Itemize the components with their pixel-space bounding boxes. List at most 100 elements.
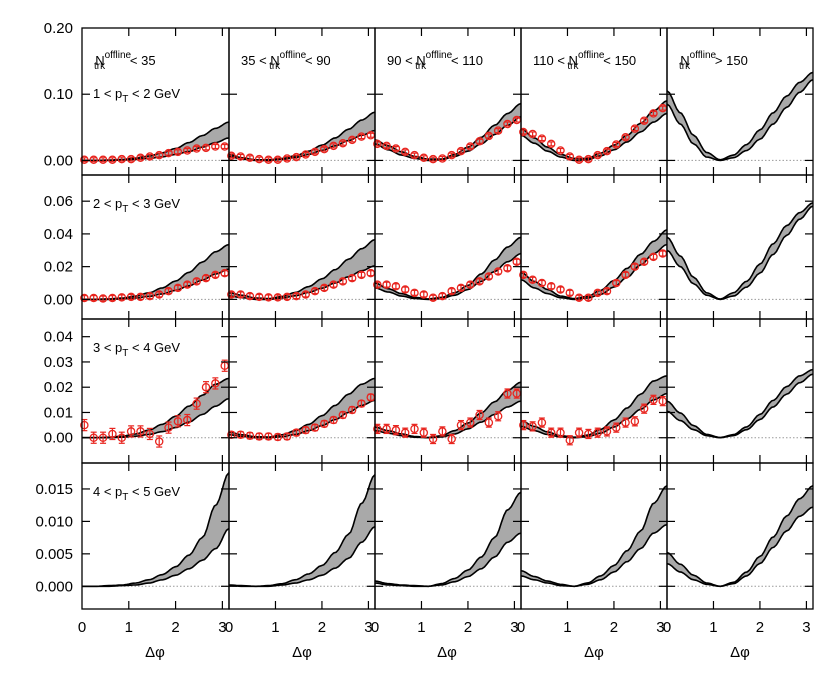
data-point [382, 141, 391, 151]
y-tick-label: 0.04 [44, 226, 73, 243]
data-point [183, 415, 192, 425]
data-point [108, 155, 117, 165]
data-point [400, 285, 410, 294]
data-point [220, 142, 229, 151]
data-point [192, 144, 201, 153]
data-point [512, 115, 521, 125]
data-point [602, 427, 612, 436]
y-tick-label: 0.00 [44, 152, 73, 169]
data-point [245, 153, 255, 163]
data-point [264, 293, 273, 302]
data-point [126, 427, 136, 436]
panel: 4 < pT < 5 GeV [81, 462, 230, 610]
data-point [173, 147, 183, 157]
data-point [211, 270, 220, 280]
data-point [236, 152, 245, 161]
data-point [546, 428, 556, 437]
data-point [245, 431, 255, 440]
data-point [400, 147, 410, 157]
data-point [574, 428, 584, 437]
data-point [211, 142, 220, 151]
data-point [639, 404, 649, 413]
data-point [108, 429, 117, 439]
panel: 90 < Noffline trk < 110 [373, 27, 522, 176]
x-tick-label: 3 [218, 619, 226, 636]
data-point [475, 277, 484, 286]
multiplicity-label: Noffline trk < 35 [94, 50, 156, 72]
data-point [145, 291, 155, 301]
panel [228, 462, 376, 610]
data-point [183, 280, 192, 289]
panel: 35 < Noffline trk < 90 [227, 27, 376, 176]
model-band [375, 382, 521, 438]
data-point [89, 155, 98, 165]
model-band [82, 378, 229, 438]
data-point [126, 292, 136, 302]
data-point [565, 436, 575, 445]
data-point [366, 393, 375, 402]
data-point [528, 275, 537, 284]
data-point [366, 131, 375, 140]
data-point [546, 282, 556, 291]
data-point [338, 138, 348, 148]
x-tick-label: 2 [318, 619, 326, 636]
data-point [556, 285, 565, 294]
multiplicity-label: 35 < Noffline trk < 90 [241, 50, 331, 72]
model-band-lower-edge [374, 532, 522, 588]
model-band [667, 72, 813, 161]
data-point [329, 415, 338, 425]
data-point [98, 294, 108, 303]
pt-range-label: 1 < pT < 2 GeV [93, 86, 180, 105]
model-band [82, 244, 229, 300]
data-point [621, 418, 630, 427]
data-point [419, 428, 429, 437]
multiplicity-label: 110 < Noffline trk < 150 [533, 50, 636, 72]
multiplicity-label: Noffline trk > 150 [679, 50, 748, 72]
model-band [229, 112, 375, 161]
data-point [484, 131, 494, 141]
data-point [80, 420, 89, 430]
panel: 2 < pT < 3 GeV [80, 174, 230, 320]
panel [519, 174, 668, 320]
data-point [528, 129, 537, 139]
data-point [373, 139, 382, 149]
data-point [475, 410, 484, 420]
data-point [630, 417, 640, 426]
data-point [593, 428, 602, 437]
data-point [347, 405, 357, 415]
pt-range-label: 3 < pT < 4 GeV [93, 340, 180, 359]
data-point [220, 268, 229, 278]
data-point [456, 420, 466, 430]
x-tick-label: 1 [709, 619, 717, 636]
data-point [556, 146, 565, 155]
data-point [329, 141, 338, 151]
panel-frame [666, 174, 814, 320]
data-point [320, 419, 329, 429]
data-point [649, 252, 658, 262]
data-point [428, 434, 438, 444]
data-point [98, 155, 108, 165]
data-point [382, 280, 391, 289]
data-point [612, 423, 621, 432]
data-point [320, 283, 329, 293]
y-tick-label: 0.02 [44, 379, 73, 396]
data-point [428, 154, 438, 164]
model-band-lower-edge [374, 400, 522, 439]
data-point [292, 428, 301, 437]
data-point [621, 133, 630, 142]
data-point [282, 292, 292, 302]
data-point [227, 151, 236, 161]
data-point [254, 154, 264, 164]
panel-frame [520, 174, 668, 320]
data-point [357, 399, 366, 408]
model-band [82, 472, 229, 587]
model-band-lower-edge [82, 527, 230, 588]
data-point [456, 283, 466, 293]
x-tick-label: 1 [417, 619, 425, 636]
data-point [80, 155, 89, 165]
data-point [201, 273, 211, 283]
data-point [503, 264, 512, 273]
data-point [447, 286, 456, 296]
data-point [528, 422, 537, 431]
data-point [574, 293, 584, 302]
